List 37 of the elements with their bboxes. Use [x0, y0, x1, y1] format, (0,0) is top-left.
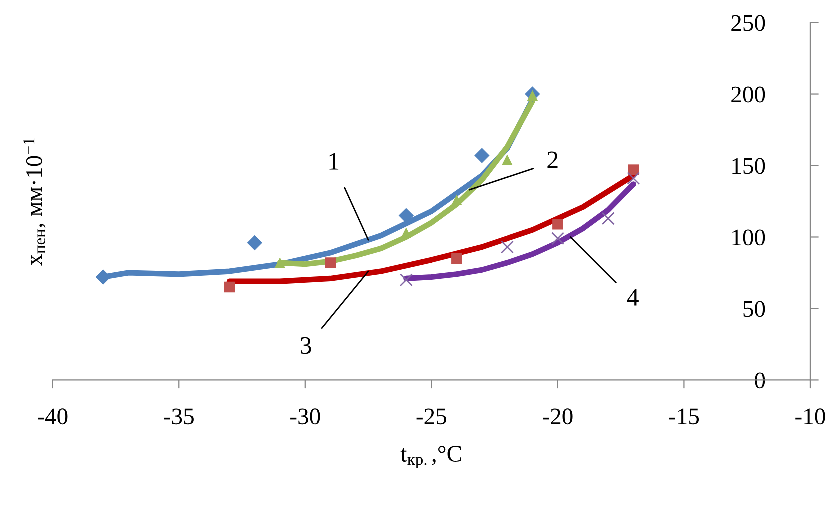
point — [224, 282, 236, 293]
point — [452, 194, 462, 206]
point — [500, 240, 514, 254]
x-tick-label: -35 — [164, 408, 194, 425]
y-tick-label: 200 — [732, 86, 766, 103]
annotation: 2 — [548, 152, 558, 168]
point — [552, 218, 564, 230]
annotation: 3 — [300, 337, 312, 354]
x-tick-label: -30 — [290, 408, 320, 425]
annotation: 4 — [627, 289, 639, 306]
point — [627, 172, 640, 186]
annotation: 1 — [330, 153, 339, 170]
y-tick-label: 0 — [755, 372, 766, 389]
point — [452, 253, 462, 264]
point — [602, 212, 615, 226]
y-tick-label: 100 — [732, 230, 766, 246]
x-tick-label: -40 — [38, 408, 68, 425]
point — [628, 164, 640, 176]
point — [401, 228, 412, 238]
point — [400, 274, 413, 287]
point — [247, 235, 262, 251]
point — [398, 208, 414, 224]
point — [96, 270, 111, 285]
y-tick-label: 50 — [744, 301, 766, 318]
x-axis-title: t$_{кр.}$,°C — [400, 446, 462, 469]
x-tick-label: -20 — [543, 408, 573, 425]
point — [551, 232, 564, 246]
point — [325, 258, 336, 268]
point — [474, 148, 490, 164]
point — [274, 258, 286, 268]
y-axis-title: x$_{пен}$, мм·10$^{−1}$ — [24, 138, 46, 266]
x-tick-label: -15 — [669, 408, 700, 425]
x-tick-label: -25 — [416, 408, 446, 425]
point — [502, 154, 513, 166]
x-tick-label: -10 — [796, 408, 826, 425]
y-tick-label: 250 — [732, 15, 766, 32]
y-tick-label: 150 — [732, 158, 766, 174]
